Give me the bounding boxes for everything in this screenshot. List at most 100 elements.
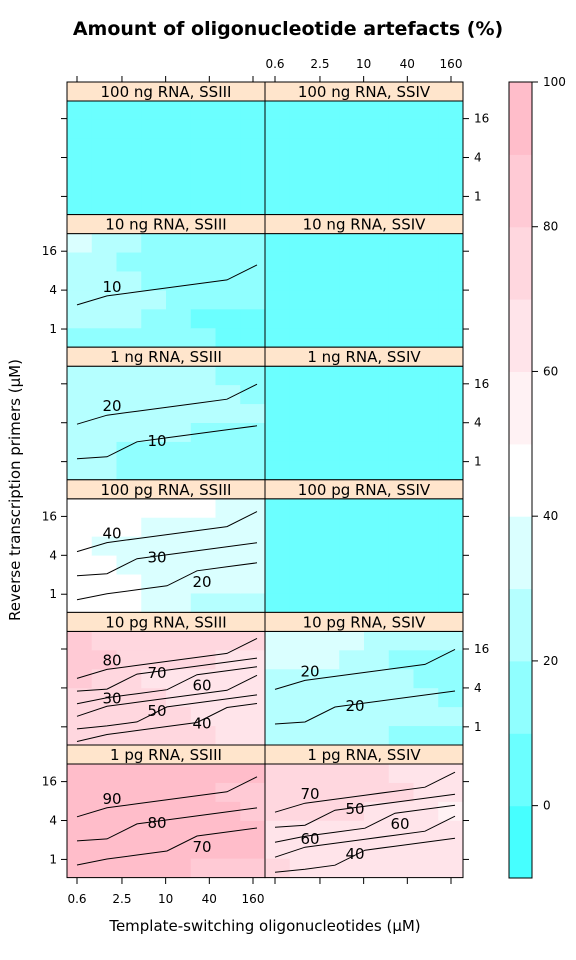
heat-cell	[67, 328, 93, 348]
colorbar-tick-label: 80	[543, 220, 558, 234]
y-tick-label: 1	[474, 720, 482, 734]
heat-cell	[388, 328, 414, 348]
heat-cell	[215, 195, 241, 216]
contour-label: 60	[390, 815, 409, 833]
heat-cell	[339, 669, 365, 689]
heat-cell	[339, 764, 365, 784]
heat-cell	[240, 764, 266, 784]
heat-cell	[190, 195, 216, 216]
heat-cell	[339, 309, 365, 329]
heat-cell	[116, 460, 142, 481]
heat-cell	[116, 290, 142, 310]
panel-6: 40 30 20 100 pg RNA, SSIII	[66, 479, 266, 613]
heat-cell	[240, 271, 266, 291]
heat-cell	[141, 536, 167, 557]
heat-cell	[215, 858, 241, 879]
heat-cell	[339, 555, 365, 576]
heat-cell	[289, 328, 315, 348]
heat-cell	[413, 726, 439, 746]
heat-cell	[215, 101, 241, 121]
heat-cell	[289, 631, 315, 651]
heat-cell	[91, 669, 117, 689]
heat-cell	[67, 801, 93, 822]
heat-cell	[116, 801, 142, 822]
heat-cell	[314, 366, 340, 386]
contour-label: 70	[300, 785, 319, 803]
heat-cell	[67, 441, 93, 462]
heat-cell	[265, 688, 291, 708]
heat-cell	[339, 574, 365, 594]
panel-5: 1 ng RNA, SSIV	[264, 346, 464, 481]
heat-cell	[364, 404, 390, 424]
heat-cell	[116, 366, 142, 386]
heat-cell	[413, 271, 439, 291]
heat-cell	[339, 707, 365, 727]
heat-cell	[388, 441, 414, 462]
heat-cell	[116, 782, 142, 803]
heat-cell	[141, 176, 167, 197]
heat-cell	[289, 726, 315, 746]
heat-cell	[166, 385, 192, 405]
heat-cell	[364, 839, 390, 860]
heat-cell	[265, 498, 291, 519]
heat-cell	[289, 271, 315, 291]
heat-cell	[91, 801, 117, 822]
heat-cell	[91, 328, 117, 348]
heat-cell	[388, 650, 414, 670]
contour-label: 80	[147, 814, 166, 832]
heat-cell	[190, 309, 216, 329]
heat-cell	[314, 423, 340, 443]
heat-cell	[67, 574, 93, 594]
heat-cell	[438, 252, 464, 272]
heat-cell	[364, 593, 390, 613]
heat-cell	[190, 498, 216, 519]
heat-cell	[141, 195, 167, 216]
heat-cell	[413, 593, 439, 613]
heat-cell	[141, 782, 167, 803]
heat-cell	[265, 669, 291, 689]
x-tick-label-bottom: 0.6	[67, 892, 86, 906]
heat-cell	[67, 839, 93, 860]
y-tick-label: 16	[42, 775, 57, 789]
heat-cell	[289, 707, 315, 727]
heat-cell	[265, 290, 291, 310]
heat-cell	[413, 119, 439, 140]
contour-label: 80	[102, 651, 121, 669]
contour-label: 60	[192, 677, 211, 695]
heat-cell	[339, 271, 365, 291]
heat-cell	[265, 252, 291, 272]
heat-cell	[166, 309, 192, 329]
heat-cell	[413, 650, 439, 670]
panel-2: 10 10 ng RNA, SSIII	[66, 214, 266, 348]
heat-cell	[388, 252, 414, 272]
y-tick-label: 1	[49, 587, 57, 601]
heat-cell	[67, 157, 93, 178]
heat-cell	[215, 290, 241, 310]
heat-cell	[289, 290, 315, 310]
colorbar-band	[509, 660, 532, 734]
heat-cell	[166, 119, 192, 140]
heat-cell	[190, 517, 216, 538]
heat-cell	[438, 839, 464, 860]
contour-line	[76, 637, 258, 679]
heat-cell	[265, 385, 291, 405]
heat-cell	[91, 650, 117, 670]
contour-label: 20	[300, 662, 319, 680]
colorbar-tick-label: 60	[543, 364, 558, 378]
heat-cell	[438, 782, 464, 803]
heat-cell	[116, 404, 142, 424]
colorbar-border	[508, 81, 533, 879]
panel-9: 20 20 10 pg RNA, SSIV	[264, 611, 464, 746]
heat-cell	[240, 574, 266, 594]
heat-cell	[314, 574, 340, 594]
heat-cell	[265, 176, 291, 197]
heat-cell	[339, 820, 365, 841]
x-axis-label: Template-switching oligonucleotides (µM)	[108, 917, 420, 935]
heat-cell	[265, 157, 291, 178]
axes: 1416141614161416141614160.60.62.52.51010…	[42, 57, 490, 906]
heat-cell	[438, 688, 464, 708]
heat-cell	[314, 252, 340, 272]
heat-cell	[215, 726, 241, 746]
heat-cell	[289, 423, 315, 443]
strip-label: 10 ng RNA, SSIV	[303, 216, 427, 234]
